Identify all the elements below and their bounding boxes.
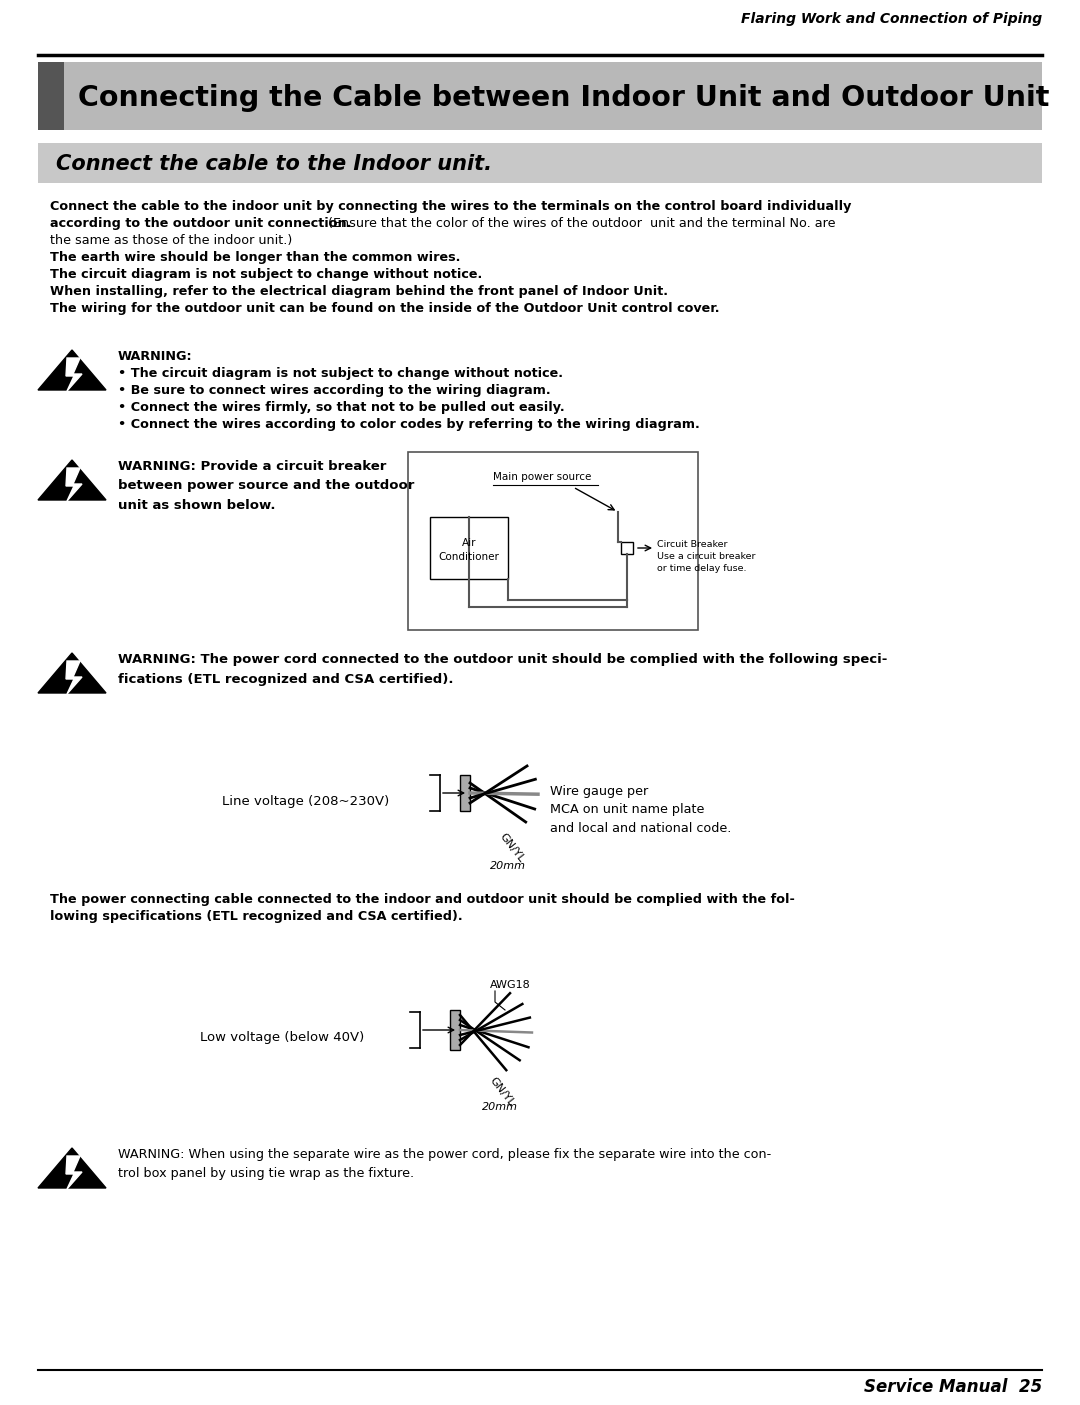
- Polygon shape: [38, 350, 106, 391]
- Text: (Ensure that the color of the wires of the outdoor  unit and the terminal No. ar: (Ensure that the color of the wires of t…: [324, 216, 836, 230]
- Text: Connecting the Cable between Indoor Unit and Outdoor Unit: Connecting the Cable between Indoor Unit…: [78, 84, 1050, 112]
- FancyBboxPatch shape: [430, 517, 508, 579]
- Text: • Connect the wires according to color codes by referring to the wiring diagram.: • Connect the wires according to color c…: [118, 419, 700, 431]
- Text: Line voltage (208~230V): Line voltage (208~230V): [222, 794, 389, 808]
- FancyBboxPatch shape: [38, 143, 1042, 183]
- Text: The earth wire should be longer than the common wires.: The earth wire should be longer than the…: [50, 251, 460, 264]
- Text: GN/YL: GN/YL: [498, 830, 527, 864]
- Text: WARNING: The power cord connected to the outdoor unit should be complied with th: WARNING: The power cord connected to the…: [118, 653, 888, 686]
- Text: WARNING: Provide a circuit breaker
between power source and the outdoor
unit as : WARNING: Provide a circuit breaker betwe…: [118, 459, 415, 511]
- Text: • Connect the wires firmly, so that not to be pulled out easily.: • Connect the wires firmly, so that not …: [118, 400, 565, 414]
- Polygon shape: [66, 358, 82, 391]
- FancyBboxPatch shape: [450, 1010, 460, 1050]
- Polygon shape: [66, 660, 82, 694]
- Text: • Be sure to connect wires according to the wiring diagram.: • Be sure to connect wires according to …: [118, 384, 551, 398]
- Text: The circuit diagram is not subject to change without notice.: The circuit diagram is not subject to ch…: [50, 268, 483, 281]
- Text: Connect the cable to the indoor unit by connecting the wires to the terminals on: Connect the cable to the indoor unit by …: [50, 200, 851, 214]
- Text: Main power source: Main power source: [492, 472, 592, 482]
- Text: 20mm: 20mm: [490, 861, 526, 871]
- Text: The power connecting cable connected to the indoor and outdoor unit should be co: The power connecting cable connected to …: [50, 894, 795, 906]
- Text: GN/YL: GN/YL: [488, 1075, 516, 1107]
- Text: lowing specifications (ETL recognized and CSA certified).: lowing specifications (ETL recognized an…: [50, 910, 462, 923]
- Text: 20mm: 20mm: [482, 1102, 518, 1111]
- Text: Low voltage (below 40V): Low voltage (below 40V): [200, 1031, 364, 1044]
- Text: Wire gauge per
MCA on unit name plate
and local and national code.: Wire gauge per MCA on unit name plate an…: [550, 785, 731, 835]
- FancyBboxPatch shape: [38, 62, 1042, 131]
- FancyBboxPatch shape: [38, 62, 64, 131]
- Polygon shape: [66, 468, 82, 502]
- Polygon shape: [38, 1148, 106, 1189]
- Text: WARNING: When using the separate wire as the power cord, please fix the separate: WARNING: When using the separate wire as…: [118, 1148, 771, 1180]
- Text: Air
Conditioner: Air Conditioner: [438, 538, 499, 562]
- Text: Connect the cable to the Indoor unit.: Connect the cable to the Indoor unit.: [56, 155, 492, 174]
- Text: AWG18: AWG18: [490, 981, 530, 991]
- Text: Service Manual  25: Service Manual 25: [864, 1378, 1042, 1397]
- Text: • The circuit diagram is not subject to change without notice.: • The circuit diagram is not subject to …: [118, 367, 563, 379]
- Polygon shape: [38, 459, 106, 500]
- Text: The wiring for the outdoor unit can be found on the inside of the Outdoor Unit c: The wiring for the outdoor unit can be f…: [50, 302, 719, 315]
- Polygon shape: [38, 653, 106, 693]
- FancyBboxPatch shape: [621, 542, 633, 554]
- Text: the same as those of the indoor unit.): the same as those of the indoor unit.): [50, 235, 293, 247]
- FancyBboxPatch shape: [408, 452, 698, 629]
- Text: Circuit Breaker
Use a circuit breaker
or time delay fuse.: Circuit Breaker Use a circuit breaker or…: [657, 540, 756, 573]
- Polygon shape: [66, 1156, 82, 1189]
- Text: WARNING:: WARNING:: [118, 350, 192, 362]
- Text: Flaring Work and Connection of Piping: Flaring Work and Connection of Piping: [741, 13, 1042, 27]
- Text: When installing, refer to the electrical diagram behind the front panel of Indoo: When installing, refer to the electrical…: [50, 285, 669, 298]
- FancyBboxPatch shape: [460, 776, 470, 811]
- Text: according to the outdoor unit connection.: according to the outdoor unit connection…: [50, 216, 351, 230]
